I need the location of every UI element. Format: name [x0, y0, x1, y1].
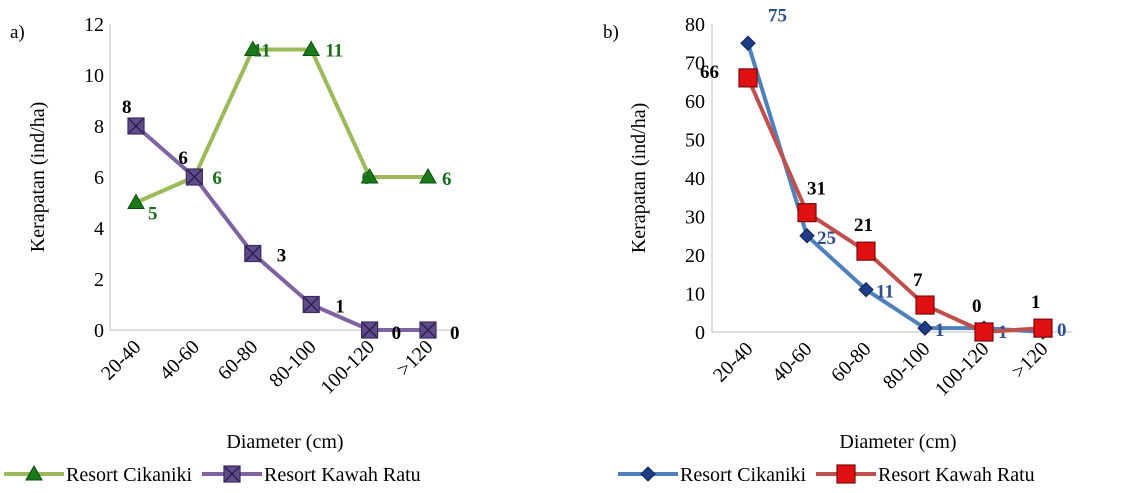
data-label: 11	[876, 282, 894, 303]
y-tick-label: 2	[94, 269, 104, 291]
x-tick-label: 80-100	[879, 338, 935, 394]
data-point	[856, 241, 876, 261]
data-label: 6	[442, 169, 452, 190]
data-point	[738, 68, 758, 88]
data-label: 11	[253, 41, 271, 62]
data-point-x	[362, 322, 378, 338]
y-tick-label: 50	[685, 130, 705, 152]
data-point	[127, 193, 145, 209]
data-label: 7	[913, 270, 923, 291]
data-label: 6	[178, 148, 188, 169]
data-label: 5	[148, 204, 158, 225]
data-label: 31	[807, 179, 826, 200]
panel-label: a)	[10, 22, 25, 43]
data-point	[858, 281, 874, 298]
y-axis-title: Kerapatan (ind/ha)	[628, 103, 650, 253]
series-line	[134, 124, 428, 332]
data-point	[799, 228, 815, 244]
y-tick-label: 40	[685, 168, 705, 190]
data-point	[360, 167, 379, 184]
data-label: 21	[854, 215, 873, 236]
panel-label: b)	[603, 22, 619, 43]
data-label: 66	[700, 62, 719, 83]
series-cikaniki: 5 6 11 11 6 6	[127, 40, 452, 225]
series-kawah-ratu: 8 6 3 1 0 0	[122, 97, 460, 344]
x-axis-title: Diameter (cm)	[839, 431, 956, 453]
data-label: 6	[362, 168, 372, 189]
data-label: 11	[325, 41, 343, 62]
data-label: 1	[335, 297, 345, 318]
y-axis-title: Kerapatan (ind/ha)	[27, 102, 49, 252]
data-point	[1033, 318, 1053, 338]
data-point	[915, 295, 935, 315]
y-tick-label: 30	[685, 207, 705, 229]
legend-label: Resort Kawah Ratu	[264, 464, 421, 486]
legend-label: Resort Kawah Ratu	[878, 464, 1035, 486]
data-point-x	[245, 246, 261, 261]
data-point-x	[186, 169, 202, 185]
legend-label: Resort Cikaniki	[680, 464, 807, 486]
legend-marker	[640, 466, 656, 482]
data-label: 0	[450, 323, 460, 344]
x-tick-label: 40-60	[768, 338, 817, 387]
series-kawah-ratu: 66 31 21 7 0 1	[700, 62, 1053, 342]
data-label: 1	[1031, 292, 1041, 313]
data-point	[974, 322, 994, 342]
series-line	[746, 77, 1044, 334]
data-point	[797, 203, 817, 223]
x-axis-title: Diameter (cm)	[226, 431, 343, 453]
x-tick-label: 20-40	[709, 338, 758, 387]
y-tick-label: 70	[685, 53, 705, 75]
y-tick-label: 10	[84, 65, 104, 87]
data-label: 0	[1057, 320, 1067, 341]
legend-label: Resort Cikaniki	[66, 464, 193, 486]
data-point-x	[128, 118, 144, 134]
data-point-x	[420, 322, 436, 338]
x-tick-label: 60-80	[827, 338, 876, 387]
legend: Resort Cikaniki Resort Kawah Ratu	[618, 464, 1035, 486]
data-label: 0	[972, 296, 982, 317]
y-tick-label: 0	[94, 320, 104, 342]
y-tick-label: 12	[84, 14, 104, 36]
x-tick-label: 100-120	[316, 336, 379, 399]
data-point	[740, 35, 756, 51]
series-line	[746, 42, 1044, 334]
legend-marker	[25, 464, 43, 481]
data-label: 75	[768, 5, 787, 26]
data-label: 0	[392, 323, 402, 344]
y-tick-label: 8	[94, 116, 104, 138]
data-point	[243, 40, 262, 56]
data-label: 6	[212, 168, 222, 189]
x-tick-label: 100-120	[931, 338, 994, 401]
y-tick-label: 60	[685, 91, 705, 113]
data-label: 3	[277, 246, 287, 267]
data-label: 1	[935, 320, 945, 341]
y-tick-label: 10	[685, 284, 705, 306]
y-tick-label: 4	[94, 218, 104, 240]
data-point-x	[303, 297, 319, 312]
y-tick-label: 6	[94, 167, 104, 189]
data-point	[917, 320, 933, 336]
legend-marker	[836, 464, 856, 484]
legend: Resort Cikaniki Resort Kawah Ratu	[4, 464, 421, 486]
x-tick-label: 40-60	[155, 336, 204, 385]
data-label: 8	[122, 97, 132, 118]
y-tick-label: 80	[685, 14, 705, 36]
x-tick-label: >120	[1008, 338, 1053, 383]
data-point	[302, 40, 321, 56]
y-tick-label: 0	[695, 322, 705, 344]
series-line	[135, 47, 428, 205]
data-label: 25	[817, 228, 836, 249]
x-tick-label: 60-80	[214, 336, 263, 385]
data-point	[419, 167, 437, 184]
x-tick-label: 80-100	[265, 336, 321, 392]
legend-marker-x	[224, 466, 240, 482]
y-tick-label: 20	[685, 245, 705, 267]
x-tick-label: 20-40	[97, 336, 146, 385]
